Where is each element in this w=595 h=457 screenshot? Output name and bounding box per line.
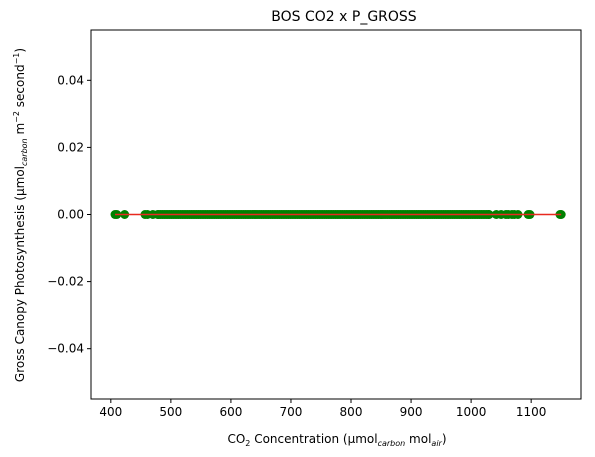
x-tick-label: 900 <box>400 405 423 419</box>
x-label-mol: mol <box>405 432 431 446</box>
x-label-main: Concentration (µmol <box>250 432 377 446</box>
y-tick-label: −0.04 <box>47 342 84 356</box>
x-axis-ticks: 400 500 600 700 800 900 1000 1100 <box>99 399 546 419</box>
x-label-close: ) <box>442 432 447 446</box>
x-tick-label: 500 <box>159 405 182 419</box>
y-axis-ticks: −0.04 −0.02 0.00 0.02 0.04 <box>47 73 91 356</box>
y-label-main: Gross Canopy Photosynthesis (µmol <box>13 166 27 382</box>
y-tick-label: 0.00 <box>57 208 84 222</box>
x-label-air-sub: air <box>431 439 442 448</box>
y-label-carbon-sub: carbon <box>20 138 29 166</box>
x-tick-label: 800 <box>340 405 363 419</box>
y-axis-label: Gross Canopy Photosynthesis (µmolcarbon … <box>12 48 29 382</box>
x-tick-label: 1000 <box>456 405 487 419</box>
x-tick-label: 1100 <box>516 405 547 419</box>
y-tick-label: −0.02 <box>47 275 84 289</box>
y-label-m-sup: −2 <box>12 111 21 123</box>
y-label-second-sup: −1 <box>12 53 21 65</box>
x-tick-label: 700 <box>280 405 303 419</box>
x-tick-label: 400 <box>99 405 122 419</box>
chart-title: BOS CO2 x P_GROSS <box>271 9 417 25</box>
x-tick-label: 600 <box>219 405 242 419</box>
y-label-close: ) <box>13 48 27 53</box>
x-label-co2-sub: 2 <box>245 439 250 448</box>
x-axis-label: CO2 Concentration (µmolcarbon molair) <box>227 432 446 448</box>
y-label-second: second <box>13 64 27 111</box>
y-tick-label: 0.04 <box>57 73 84 87</box>
y-tick-label: 0.02 <box>57 140 84 154</box>
x-label-carbon-sub: carbon <box>378 439 406 448</box>
y-label-m: m <box>13 123 27 139</box>
plot-marks <box>110 210 566 219</box>
x-label-co2: CO <box>227 432 245 446</box>
